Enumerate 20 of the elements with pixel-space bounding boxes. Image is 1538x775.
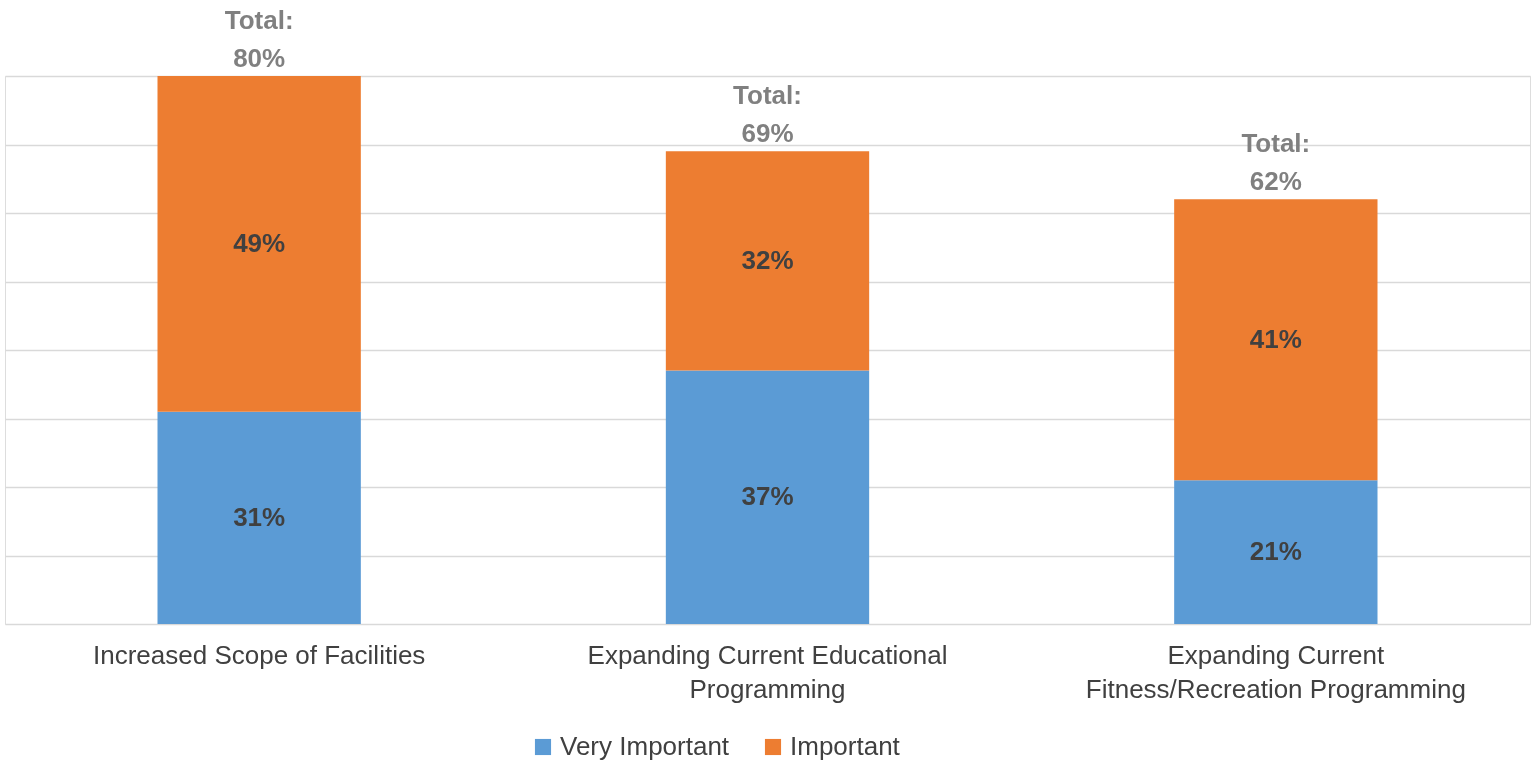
data-label: 31% — [233, 501, 286, 532]
data-label: 41% — [1249, 323, 1302, 354]
total-label: Total: 62% — [1241, 128, 1311, 197]
data-label: 21% — [1249, 536, 1302, 567]
legend-label: Important — [790, 731, 901, 761]
bar — [157, 76, 361, 412]
data-label: 49% — [233, 227, 286, 258]
x-tick-label: Expanding Current Fitness/Recreation Programming — [1085, 639, 1466, 704]
total-label: Total: 80% — [224, 5, 294, 73]
x-tick-label: Increased Scope of Facilities — [92, 639, 426, 670]
bar — [665, 370, 870, 624]
data-label: 32% — [741, 244, 794, 275]
bar — [1174, 480, 1378, 624]
legend-label: Very Important — [560, 731, 730, 761]
data-label: 37% — [741, 481, 794, 512]
bar — [1174, 199, 1378, 481]
bar — [157, 411, 361, 624]
x-tick-label: Expanding Current Educational Programming — [587, 639, 948, 704]
bar — [665, 151, 870, 371]
total-label: Total: 69% — [733, 80, 802, 149]
